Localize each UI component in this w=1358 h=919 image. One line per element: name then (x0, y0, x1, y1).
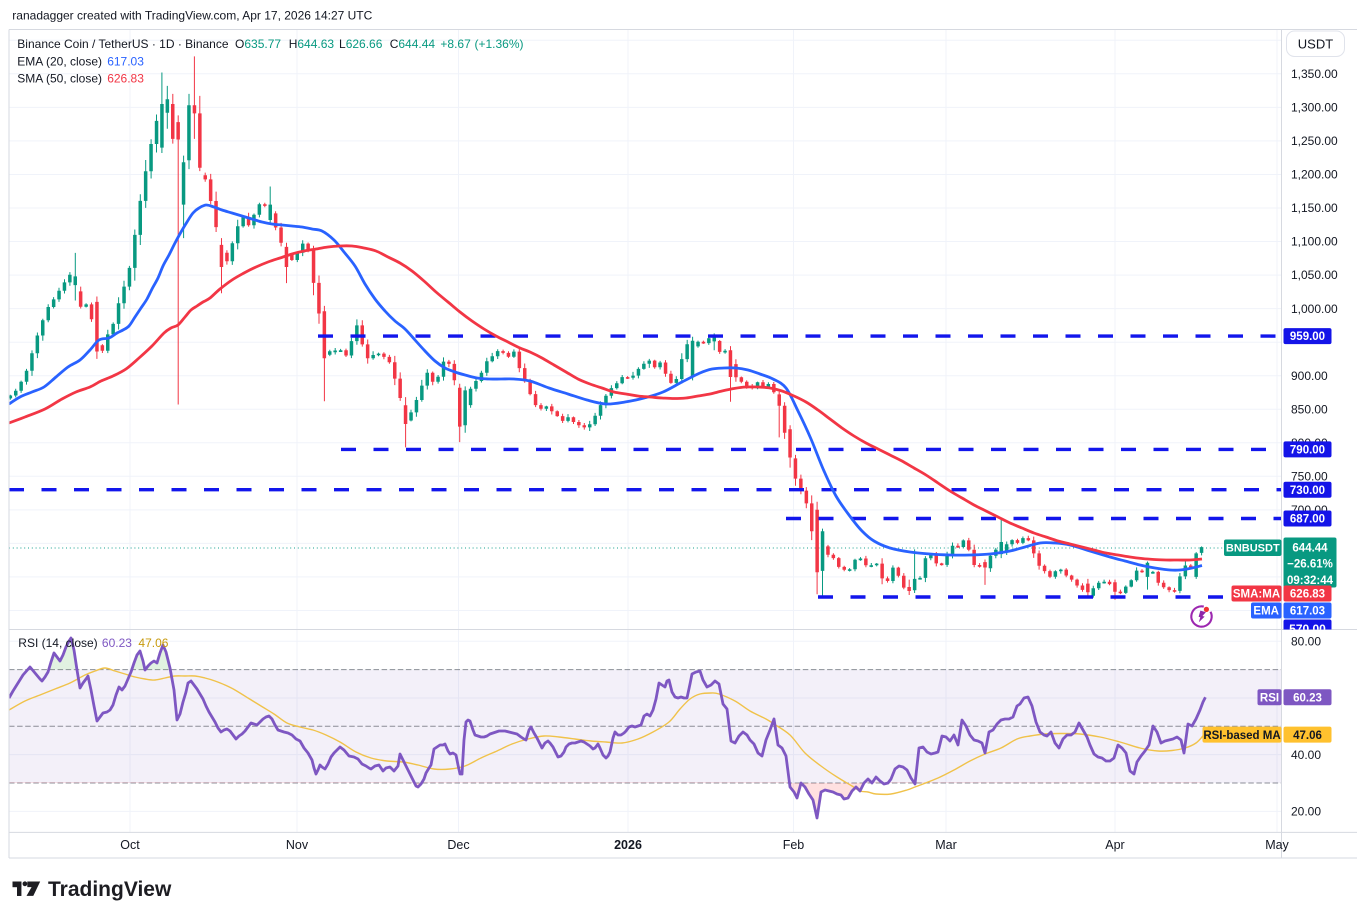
svg-text:L626.66: L626.66 (339, 37, 383, 51)
svg-text:+8.67: +8.67 (440, 37, 471, 51)
svg-text:1,250.00: 1,250.00 (1291, 134, 1338, 148)
svg-text:09:32:44: 09:32:44 (1287, 575, 1334, 587)
svg-text:617.03: 617.03 (107, 54, 144, 68)
svg-text:790.00: 790.00 (1290, 445, 1325, 457)
svg-text:900.00: 900.00 (1291, 369, 1328, 383)
svg-text:Nov: Nov (286, 838, 309, 852)
svg-text:RSI-based MA: RSI-based MA (1203, 730, 1280, 742)
svg-text:Feb: Feb (783, 838, 805, 852)
svg-text:1,100.00: 1,100.00 (1291, 235, 1338, 249)
svg-text:47.06: 47.06 (1293, 730, 1322, 742)
svg-text:1,150.00: 1,150.00 (1291, 201, 1338, 215)
svg-text:−26.61%: −26.61% (1287, 559, 1333, 571)
svg-text:EMA (20, close): EMA (20, close) (17, 54, 102, 68)
svg-text:40.00: 40.00 (1291, 748, 1321, 762)
svg-text:687.00: 687.00 (1290, 514, 1325, 526)
svg-text:1,000.00: 1,000.00 (1291, 302, 1338, 316)
svg-text:Oct: Oct (120, 838, 140, 852)
svg-text:O635.77: O635.77 (235, 37, 281, 51)
svg-text:60.23: 60.23 (1293, 692, 1322, 704)
svg-text:Apr: Apr (1105, 838, 1124, 852)
svg-text:EMA: EMA (1253, 606, 1279, 618)
svg-text:1,200.00: 1,200.00 (1291, 168, 1338, 182)
svg-text:626.83: 626.83 (1290, 589, 1325, 601)
svg-text:C644.44: C644.44 (390, 37, 436, 51)
svg-text:80.00: 80.00 (1291, 635, 1321, 649)
svg-text:TradingView: TradingView (48, 878, 172, 901)
svg-text:644.44: 644.44 (1292, 543, 1328, 555)
svg-text:Mar: Mar (935, 838, 957, 852)
svg-text:USDT: USDT (1298, 37, 1333, 52)
svg-text:SMA:MA: SMA:MA (1233, 589, 1280, 601)
svg-text:2026: 2026 (614, 838, 642, 852)
svg-text:H644.63: H644.63 (289, 37, 335, 51)
svg-text:Binance Coin / TetherUS · 1D ·: Binance Coin / TetherUS · 1D · Binance (17, 37, 229, 51)
svg-text:20.00: 20.00 (1291, 805, 1321, 819)
svg-text:1,300.00: 1,300.00 (1291, 101, 1338, 115)
svg-text:47.06: 47.06 (138, 636, 168, 650)
svg-text:RSI: RSI (1260, 692, 1279, 704)
svg-text:(+1.36%): (+1.36%) (475, 37, 524, 51)
svg-text:1,350.00: 1,350.00 (1291, 67, 1338, 81)
svg-text:BNBUSDT: BNBUSDT (1226, 543, 1280, 555)
svg-text:May: May (1265, 838, 1289, 852)
svg-text:850.00: 850.00 (1291, 402, 1328, 416)
svg-text:750.00: 750.00 (1291, 470, 1328, 484)
svg-text:959.00: 959.00 (1290, 331, 1325, 343)
svg-text:570.00: 570.00 (1289, 622, 1326, 636)
svg-text:617.03: 617.03 (1290, 606, 1325, 618)
svg-text:730.00: 730.00 (1290, 485, 1325, 497)
svg-text:ranadagger created with Tradin: ranadagger created with TradingView.com,… (12, 9, 372, 23)
svg-text:1,050.00: 1,050.00 (1291, 268, 1338, 282)
svg-text:626.83: 626.83 (107, 72, 144, 86)
svg-text:RSI (14, close): RSI (14, close) (18, 636, 97, 650)
svg-text:Dec: Dec (447, 838, 469, 852)
svg-text:60.23: 60.23 (102, 636, 132, 650)
svg-text:SMA (50, close): SMA (50, close) (17, 72, 102, 86)
